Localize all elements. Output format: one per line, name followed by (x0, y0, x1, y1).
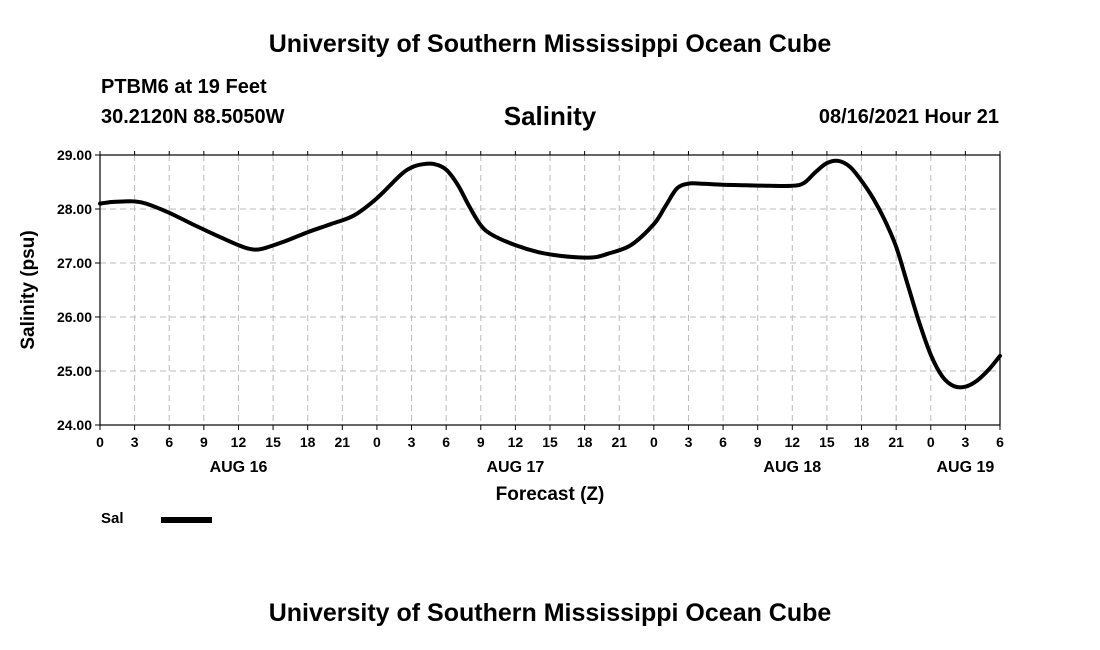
x-tick-label: 6 (165, 434, 173, 450)
x-tick-label: 3 (961, 434, 969, 450)
y-tick-label: 24.00 (57, 417, 92, 433)
x-tick-label: 12 (508, 434, 524, 450)
x-tick-label: 21 (888, 434, 904, 450)
legend-label: Sal (101, 510, 124, 527)
x-tick-label: 0 (96, 434, 104, 450)
y-tick-label: 28.00 (57, 201, 92, 217)
x-tick-label: 0 (927, 434, 935, 450)
x-tick-label: 18 (577, 434, 593, 450)
x-tick-label: 18 (854, 434, 870, 450)
x-tick-label: 21 (611, 434, 627, 450)
x-tick-label: 15 (265, 434, 281, 450)
x-tick-label: 12 (785, 434, 801, 450)
x-tick-label: 6 (996, 434, 1004, 450)
axis-ticks: 24.00 25.00 26.00 27.00 28.00 29.00 0 3 6 9 12 15 18… (57, 147, 1004, 476)
x-tick-label: 9 (754, 434, 762, 450)
y-tick-label: 27.00 (57, 255, 92, 271)
forecast-datetime: 08/16/2021 Hour 21 (818, 106, 999, 128)
x-tick-label: 15 (819, 434, 835, 450)
station-label: PTBM6 at 19 Feet (101, 76, 267, 98)
x-tick-label: 6 (442, 434, 450, 450)
y-tick-label: 25.00 (57, 363, 92, 379)
date-label: AUG 18 (763, 459, 821, 476)
series-line-sal (98, 158, 1002, 390)
x-tick-label: 15 (542, 434, 558, 450)
x-tick-label: 0 (373, 434, 381, 450)
x-axis-title: Forecast (Z) (496, 484, 605, 505)
gridlines (100, 155, 1000, 425)
chart-title: Salinity (503, 101, 597, 131)
x-tick-label: 9 (477, 434, 485, 450)
coordinates-label: 30.2120N 88.5050W (101, 106, 285, 128)
x-tick-label: 9 (200, 434, 208, 450)
x-tick-label: 21 (335, 434, 351, 450)
date-label: AUG 17 (486, 459, 544, 476)
x-tick-label: 12 (231, 434, 247, 450)
x-tick-label: 18 (300, 434, 316, 450)
date-label: AUG 16 (210, 459, 268, 476)
chart-bottom-title: University of Southern Mississippi Ocean… (268, 599, 832, 627)
y-axis-title: Salinity (psu) (18, 230, 39, 349)
date-label: AUG 19 (936, 459, 994, 476)
x-tick-label: 3 (685, 434, 693, 450)
y-tick-label: 29.00 (57, 147, 92, 163)
x-tick-label: 6 (719, 434, 727, 450)
y-tick-label: 26.00 (57, 309, 92, 325)
x-tick-label: 3 (131, 434, 139, 450)
series-layer (98, 158, 1002, 390)
x-tick-label: 3 (408, 434, 416, 450)
legend-swatch (161, 517, 212, 523)
x-tick-label: 0 (650, 434, 658, 450)
chart-top-title: University of Southern Mississippi Ocean… (268, 30, 832, 58)
